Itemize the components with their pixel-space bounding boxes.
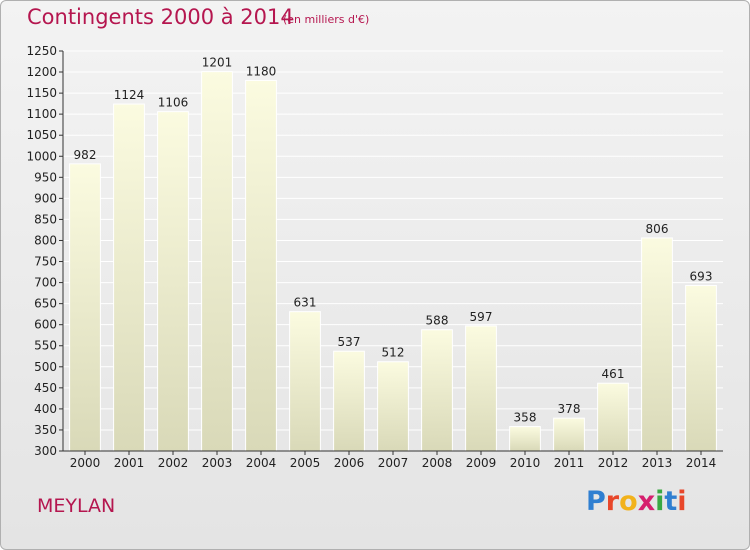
bar-value-label: 806 <box>646 222 669 236</box>
y-tick-label: 900 <box>34 191 57 205</box>
bar-value-label: 631 <box>294 296 317 310</box>
x-tick-label: 2001 <box>114 456 145 470</box>
y-tick-label: 1150 <box>26 86 57 100</box>
bar-value-label: 982 <box>74 148 97 162</box>
x-tick-label: 2011 <box>554 456 585 470</box>
y-tick-label: 1250 <box>26 44 57 58</box>
bar-value-label: 1124 <box>114 88 145 102</box>
chart-title: Contingents 2000 à 2014 <box>27 5 294 29</box>
bar <box>289 311 321 452</box>
y-tick-label: 850 <box>34 212 57 226</box>
x-tick-label: 2005 <box>290 456 321 470</box>
bar-value-label: 693 <box>690 270 713 284</box>
bars: 982 1124 1106 1201 1180 631 537 512 588 597 358 378… <box>69 56 717 452</box>
bar <box>113 103 145 452</box>
x-tick-label: 2004 <box>246 456 277 470</box>
x-tick-label: 2012 <box>598 456 629 470</box>
bar <box>641 237 673 452</box>
y-tick-label: 550 <box>34 339 57 353</box>
x-tick-label: 2009 <box>466 456 497 470</box>
y-tick-label: 1100 <box>26 107 57 121</box>
y-tick-label: 600 <box>34 318 57 332</box>
bar <box>245 79 277 452</box>
bar-value-label: 512 <box>382 346 405 360</box>
y-tick-label: 950 <box>34 170 57 184</box>
bar-value-label: 358 <box>514 411 537 425</box>
y-tick-label: 350 <box>34 423 57 437</box>
bar <box>333 350 365 452</box>
bar <box>69 163 101 452</box>
axes: 300 350 400 450 500 550 600 650 700 750 800 850 900 9… <box>26 44 723 470</box>
bar <box>597 382 629 452</box>
y-tick-label: 700 <box>34 276 57 290</box>
proxiti-logo: Proxiti <box>586 486 687 517</box>
bar <box>685 285 717 452</box>
y-tick-label: 1050 <box>26 128 57 142</box>
bar <box>553 417 585 452</box>
unit-note: (en milliers d'€) <box>283 13 370 26</box>
x-tick-label: 2014 <box>686 456 717 470</box>
commune-name: MEYLAN <box>37 495 116 517</box>
bar <box>201 71 233 452</box>
y-tick-label: 300 <box>34 444 57 458</box>
bar-value-label: 597 <box>470 310 493 324</box>
x-tick-label: 2000 <box>70 456 101 470</box>
y-tick-label: 1200 <box>26 65 57 79</box>
x-tick-label: 2006 <box>334 456 365 470</box>
bar-value-label: 461 <box>602 367 625 381</box>
bar-value-label: 378 <box>558 402 581 416</box>
x-tick-label: 2002 <box>158 456 189 470</box>
bar-value-label: 1201 <box>202 56 233 70</box>
y-tick-label: 750 <box>34 255 57 269</box>
y-tick-label: 650 <box>34 297 57 311</box>
bar <box>509 426 541 452</box>
bar-value-label: 1180 <box>246 64 277 78</box>
bar <box>465 325 497 452</box>
x-tick-label: 2003 <box>202 456 233 470</box>
bar-value-label: 588 <box>426 314 449 328</box>
y-tick-label: 400 <box>34 402 57 416</box>
x-tick-label: 2010 <box>510 456 541 470</box>
bar <box>421 329 453 452</box>
y-tick-label: 1000 <box>26 149 57 163</box>
y-tick-label: 800 <box>34 233 57 247</box>
y-tick-label: 500 <box>34 360 57 374</box>
x-tick-label: 2007 <box>378 456 409 470</box>
bar-value-label: 537 <box>338 335 361 349</box>
x-tick-label: 2013 <box>642 456 673 470</box>
bar <box>157 111 189 452</box>
bar <box>377 361 409 452</box>
y-tick-label: 450 <box>34 381 57 395</box>
bar-value-label: 1106 <box>158 96 189 110</box>
x-tick-label: 2008 <box>422 456 453 470</box>
